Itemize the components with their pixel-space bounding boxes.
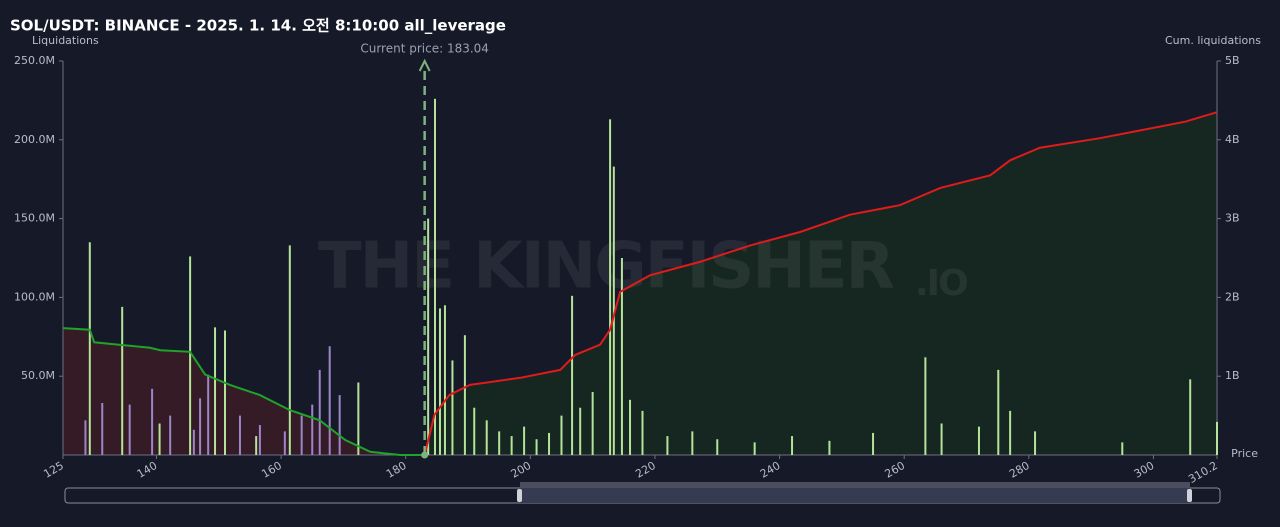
bar <box>311 404 314 455</box>
bar <box>609 119 612 455</box>
bar <box>288 245 291 455</box>
bar <box>510 436 513 455</box>
bar <box>214 327 217 455</box>
bar <box>438 308 441 455</box>
bar <box>473 407 476 455</box>
bar <box>88 242 91 455</box>
slider-top <box>520 482 1190 488</box>
bar <box>121 306 124 455</box>
bar <box>255 436 258 455</box>
bar <box>300 415 303 455</box>
y2-tick-label: 1B <box>1225 369 1240 382</box>
current-price-dot <box>421 451 429 459</box>
bar <box>977 426 980 455</box>
bar <box>189 256 192 455</box>
bar <box>101 402 104 455</box>
bar <box>872 432 875 455</box>
bar <box>433 98 436 455</box>
bar <box>258 425 261 455</box>
bar <box>1216 421 1218 455</box>
chart-title: SOL/USDT: BINANCE - 2025. 1. 14. 오전 8:10… <box>10 17 506 35</box>
bar <box>1189 379 1192 455</box>
bar <box>128 404 131 455</box>
bar <box>548 432 551 455</box>
bar <box>443 305 446 455</box>
bar <box>620 258 623 455</box>
bar <box>328 346 331 455</box>
y2-tick-label: 4B <box>1225 133 1240 146</box>
slider-window[interactable] <box>520 488 1190 503</box>
y2-axis-label: Cum. liquidations <box>1165 34 1261 47</box>
y-tick-label: 200.0M <box>14 133 55 146</box>
bar <box>498 431 501 455</box>
watermark-suffix: .IO <box>915 263 967 304</box>
cum-line <box>62 327 425 456</box>
y-tick-label: 100.0M <box>14 290 55 303</box>
bar <box>571 295 574 455</box>
range-slider[interactable] <box>64 482 1221 504</box>
bar <box>357 382 360 455</box>
bar <box>591 391 594 455</box>
cum-area <box>63 328 425 455</box>
bar <box>924 357 927 455</box>
x-axis-label: Price <box>1231 447 1258 460</box>
bar <box>207 374 210 455</box>
current-price-label: Current price: 183.04 <box>360 42 489 56</box>
bar <box>151 388 154 455</box>
bar <box>199 398 202 455</box>
bar <box>463 335 466 455</box>
cum-line <box>423 111 1218 456</box>
slider-handle-right[interactable] <box>1187 489 1192 502</box>
watermark: THE KINGFISHER <box>318 230 894 304</box>
bar <box>579 407 582 455</box>
y-axis-label: Liquidations <box>32 34 99 47</box>
bar <box>612 166 615 456</box>
bar <box>753 442 756 455</box>
y2-tick-label: 2B <box>1225 290 1240 303</box>
bar <box>1034 431 1037 455</box>
bar <box>238 415 241 455</box>
bar <box>940 423 943 455</box>
slider-handle-left[interactable] <box>517 489 522 502</box>
bar <box>666 436 669 455</box>
bar <box>535 439 538 455</box>
bar <box>192 429 195 455</box>
bar <box>318 369 321 455</box>
bar <box>338 395 341 455</box>
y2-tick-label: 3B <box>1225 212 1240 225</box>
bar <box>560 415 563 455</box>
y-tick-label: 150.0M <box>14 212 55 225</box>
bar <box>523 426 526 455</box>
bar <box>169 415 172 455</box>
bar <box>641 410 644 455</box>
bar <box>1009 410 1012 455</box>
bar <box>716 439 719 455</box>
y2-tick-label: 5B <box>1225 54 1240 67</box>
bar <box>283 431 286 455</box>
bar <box>224 330 227 455</box>
bar <box>791 436 794 455</box>
bar <box>1121 442 1124 455</box>
y-tick-label: 250.0M <box>14 54 55 67</box>
bar <box>427 218 430 455</box>
bar <box>828 440 831 455</box>
bar <box>84 420 87 455</box>
bar <box>997 369 1000 455</box>
bar <box>691 431 694 455</box>
y-tick-label: 50.0M <box>21 369 55 382</box>
bar <box>485 420 488 455</box>
bar <box>629 399 632 455</box>
bar <box>158 423 161 455</box>
current-price-arrow <box>418 58 431 72</box>
bar <box>451 360 454 455</box>
